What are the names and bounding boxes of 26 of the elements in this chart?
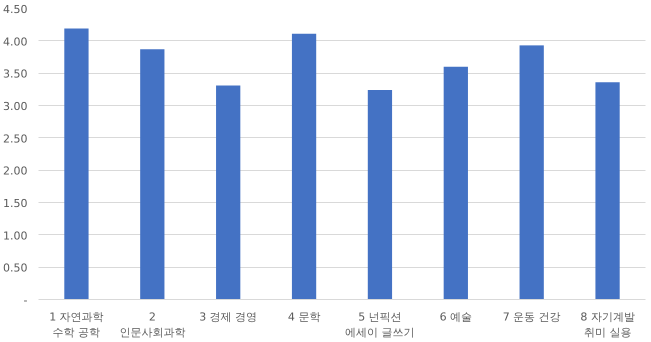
y-tick-label: 0.50 [3, 262, 28, 275]
bar [64, 28, 89, 300]
x-tick-label: 5 넌픽션 에세이 글쓰기 [345, 310, 415, 340]
bar [368, 90, 392, 300]
y-tick-label: 1.50 [3, 197, 28, 210]
x-tick-label: 4 문학 [288, 310, 320, 324]
y-tick-label: - [24, 294, 28, 307]
x-tick-label: 6 예술 [440, 310, 472, 324]
x-tick-label: 1 자연과학 수학 공학 [49, 310, 104, 340]
y-tick-label: 3.50 [3, 68, 28, 81]
bar [444, 66, 468, 300]
bar [520, 45, 544, 300]
y-tick-label: 3.00 [3, 100, 28, 113]
bar [595, 82, 620, 300]
y-tick-label: 4.00 [3, 35, 28, 48]
bar [292, 34, 316, 300]
y-tick-label: 2.50 [3, 132, 28, 146]
y-tick-label: 1.00 [3, 229, 28, 242]
x-tick-label: 2 인문사회과학 [119, 310, 186, 340]
y-tick-label: 4.50 [3, 3, 28, 16]
y-tick-label: 2.00 [3, 164, 28, 178]
x-tick-label: 3 경제 경영 [199, 310, 258, 324]
x-tick-label: 7 운동 건강 [502, 310, 561, 324]
x-tick-label: 8 자기계발 취미 실용 [580, 310, 635, 340]
bar [216, 85, 240, 300]
bar [140, 49, 164, 300]
